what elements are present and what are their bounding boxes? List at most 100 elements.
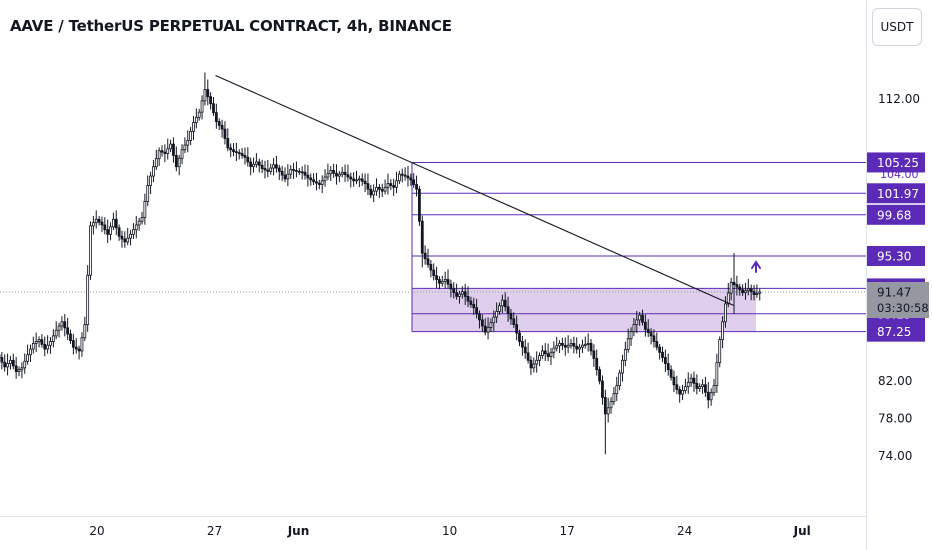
candle	[183, 137, 187, 154]
candle-body	[663, 357, 667, 365]
candle	[31, 336, 35, 354]
candle	[112, 212, 115, 231]
level-price-tag: 99.68	[867, 204, 925, 225]
candle	[275, 155, 278, 173]
candle	[498, 302, 501, 315]
candle-body	[152, 166, 155, 177]
candle	[91, 215, 95, 235]
arrow-layer	[751, 260, 761, 273]
currency-button[interactable]: USDT	[872, 8, 922, 46]
candle-body	[206, 89, 210, 98]
candle-body	[415, 184, 418, 190]
candle-body	[71, 340, 75, 348]
candle-body	[103, 224, 107, 231]
candle-body	[292, 169, 295, 171]
candle-body	[254, 161, 258, 165]
candles-layer	[0, 72, 762, 455]
candle-body	[51, 335, 55, 342]
candle-body	[586, 342, 590, 345]
candle	[463, 283, 467, 305]
candle-body	[500, 299, 504, 307]
candle-body	[569, 342, 573, 346]
candle	[6, 353, 9, 376]
candle-body	[652, 335, 656, 342]
candle	[652, 329, 656, 348]
candle	[317, 179, 321, 190]
candle	[137, 217, 141, 231]
candle	[240, 147, 244, 159]
candle-body	[549, 351, 553, 357]
candle-body	[440, 280, 444, 284]
level-price-tag: 101.97	[867, 183, 925, 204]
candle	[535, 351, 539, 373]
candle-body	[724, 303, 727, 323]
candle-body	[315, 181, 318, 184]
time-axis[interactable]: 20 27 Jun 10 17 24 Jul	[89, 524, 810, 538]
candle	[352, 172, 356, 187]
candle	[520, 335, 524, 356]
candle	[509, 308, 513, 325]
candle-body	[561, 342, 564, 346]
candle-body	[197, 111, 201, 118]
candle-body	[726, 292, 730, 305]
trendline[interactable]	[215, 74, 735, 306]
candle	[386, 173, 390, 195]
candle-body	[366, 183, 370, 190]
candle-body	[675, 384, 679, 390]
candle-body	[578, 346, 581, 350]
candle-body	[543, 350, 547, 355]
candle-body	[309, 177, 313, 181]
candle	[252, 157, 255, 173]
candle-body	[60, 321, 64, 327]
candle-body	[49, 341, 52, 346]
candle	[157, 147, 161, 166]
candle-body	[337, 173, 341, 177]
price-axis[interactable]: 112.00 82.00 78.00 74.00	[878, 92, 920, 463]
candle	[315, 172, 318, 191]
candle	[443, 271, 447, 289]
candle-body	[629, 331, 633, 340]
candle	[581, 339, 584, 354]
candle-body	[20, 367, 24, 371]
candle-body	[446, 279, 450, 285]
candle	[415, 175, 418, 197]
candle-body	[595, 358, 599, 371]
candle-body	[638, 314, 642, 321]
candle-body	[397, 173, 401, 182]
candle	[203, 72, 207, 106]
candle	[389, 179, 393, 191]
candle	[163, 144, 167, 163]
candle	[60, 316, 64, 331]
candle	[432, 263, 436, 281]
candle	[329, 166, 333, 181]
level-price-tag-bg	[867, 183, 925, 204]
x-tick-label: 24	[677, 524, 692, 538]
candle-body	[192, 122, 195, 132]
candle-body	[749, 288, 753, 293]
candle	[752, 285, 756, 301]
candle-body	[735, 284, 739, 288]
candle	[109, 222, 112, 241]
candle-body	[303, 171, 307, 176]
candle	[349, 172, 353, 188]
candle-body	[200, 100, 204, 113]
candle-body	[744, 290, 747, 294]
candle-body	[523, 346, 527, 354]
candle-body	[498, 305, 501, 312]
candle	[515, 315, 519, 341]
level-price-tag-bg	[867, 321, 925, 342]
level-price-tag-text: 95.30	[877, 249, 911, 263]
candle-body	[377, 186, 381, 190]
candle-body	[106, 229, 110, 235]
trendline-layer[interactable]	[215, 74, 735, 306]
candle	[226, 128, 230, 152]
candle-body	[343, 171, 347, 176]
candle-body	[712, 385, 716, 394]
candle	[701, 379, 704, 394]
candle	[503, 292, 507, 312]
candle	[0, 351, 4, 370]
candle-body	[137, 220, 141, 226]
candle	[134, 216, 138, 239]
candle-body	[66, 327, 70, 335]
